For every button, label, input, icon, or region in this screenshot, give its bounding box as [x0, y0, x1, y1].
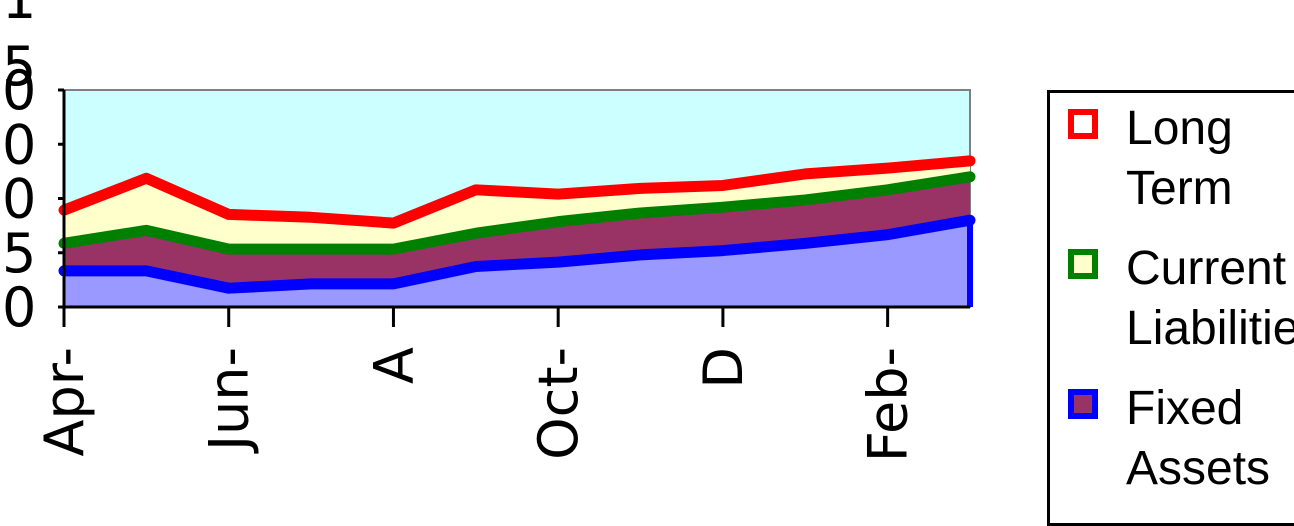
x-tick-label: A	[362, 347, 425, 384]
x-tick-label: Jun-	[198, 347, 261, 454]
legend-swatch-current-liabilities	[1068, 249, 1098, 279]
legend: Long Term Current Liabilities Fixed Asse…	[1047, 90, 1294, 526]
x-tick-label: Oct-	[527, 347, 590, 460]
x-tick-label: Feb-	[857, 347, 920, 462]
y-tick-label: 0	[2, 59, 36, 122]
series-line-current-liabilities	[58, 171, 976, 255]
x-tick-label: Apr-	[33, 347, 96, 456]
y-tick-label: 0	[2, 168, 36, 231]
y-tick-label: 0	[2, 113, 36, 176]
series-line-long-term	[58, 155, 976, 229]
x-tick-label: D	[692, 347, 755, 389]
legend-label-fixed-assets: Fixed Assets	[1126, 382, 1271, 495]
y-tick-label: 5	[2, 222, 36, 285]
stray-top-label: 5	[2, 35, 36, 98]
legend-swatch-fixed-assets	[1068, 389, 1098, 419]
y-tick-label: 0	[2, 276, 36, 339]
series-line-fixed-assets	[58, 214, 976, 294]
stray-top-label: 1	[2, 0, 36, 31]
legend-label-current-liabilities: Current Liabilities	[1126, 242, 1294, 355]
legend-label-long-term: Long Term	[1126, 102, 1233, 215]
legend-swatch-long-term	[1068, 109, 1098, 139]
